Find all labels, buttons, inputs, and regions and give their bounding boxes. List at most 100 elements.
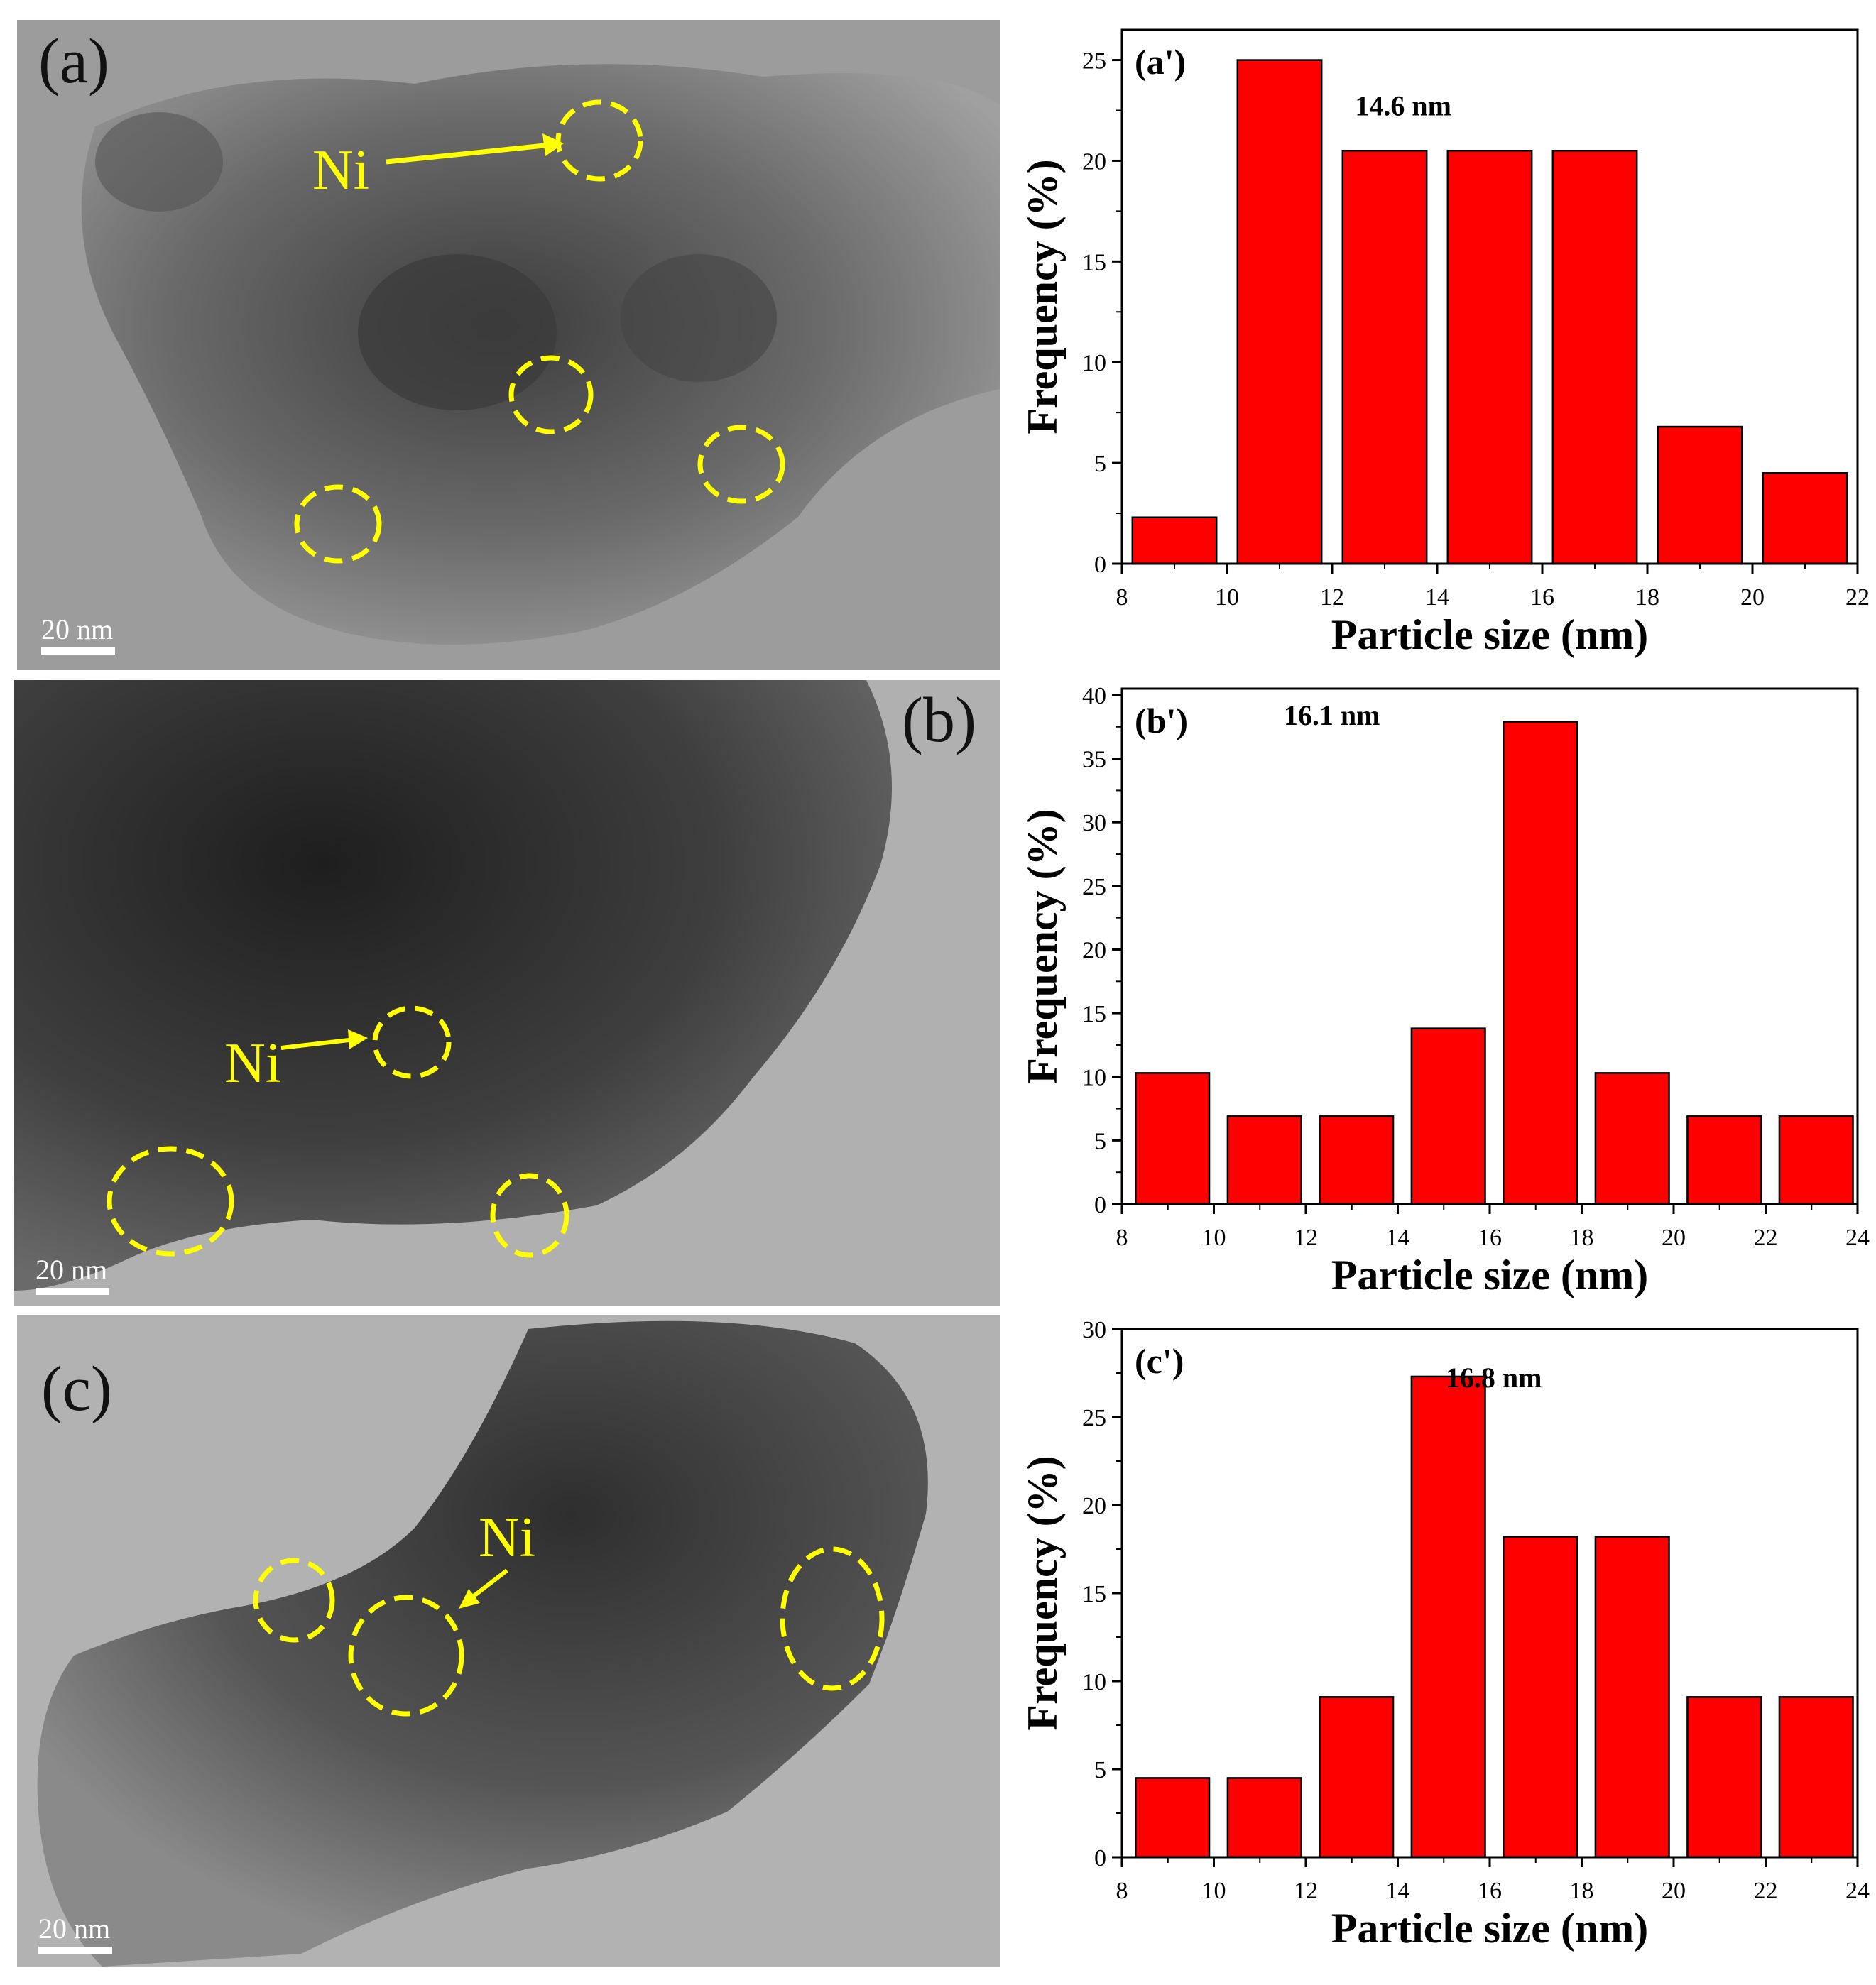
ni-label: Ni: [224, 1032, 281, 1095]
x-tick-label: 16: [1478, 1225, 1502, 1251]
tem-image-c: Ni (c) 20 nm: [17, 1315, 1000, 1967]
ni-arrow-line: [386, 142, 552, 165]
histogram-bar: [1410, 1027, 1486, 1205]
x-tick-label: 14: [1386, 1225, 1410, 1251]
y-axis-label: Frequency (%): [1019, 159, 1066, 434]
particle-aggregate: [14, 680, 892, 1291]
y-tick-label: 15: [1082, 249, 1106, 275]
histogram-bar: [1135, 1072, 1211, 1205]
x-tick-label: 12: [1294, 1878, 1318, 1904]
ni-circle: [490, 1173, 569, 1258]
histogram-b: 8 10 12 14 16 18 20 22 24 0 5 10 15 20 25 30 35 40 Particl…: [1008, 670, 1876, 1312]
y-tick-label: 5: [1094, 451, 1106, 477]
x-tick-label: 18: [1570, 1878, 1594, 1904]
y-tick-label: 20: [1082, 937, 1106, 963]
x-tick-label: 12: [1294, 1225, 1318, 1251]
y-axis-label: Frequency (%): [1019, 1455, 1066, 1730]
histogram-bar: [1686, 1696, 1762, 1859]
histogram-bar: [1778, 1115, 1854, 1205]
x-axis-label: Particle size (nm): [1331, 1905, 1648, 1952]
y-tick-label: 5: [1094, 1128, 1106, 1154]
y-tick-label: 0: [1094, 552, 1106, 578]
histogram-bar: [1319, 1696, 1395, 1859]
y-tick-label: 25: [1082, 48, 1106, 75]
y-tick-label: 25: [1082, 874, 1106, 900]
ni-circle: [780, 1546, 885, 1691]
panel-label: (c'): [1135, 1341, 1184, 1381]
scale-bar-text: 20 nm: [36, 1254, 107, 1286]
histogram-bar: [1657, 425, 1743, 565]
ni-circle: [107, 1146, 234, 1257]
x-tick-label: 8: [1116, 584, 1128, 611]
ni-circle: [348, 1595, 464, 1717]
x-tick-label: 24: [1845, 1878, 1870, 1904]
histogram-bar: [1341, 150, 1428, 565]
panel-label: (a'): [1135, 42, 1186, 82]
tem-image-b: Ni (b) 20 nm: [14, 680, 1000, 1306]
dark-region: [358, 254, 557, 410]
histogram-bar: [1236, 59, 1323, 565]
y-tick-label: 20: [1082, 148, 1106, 175]
histogram-bar: [1135, 1777, 1211, 1859]
ni-circle: [508, 355, 594, 434]
y-tick-label: 10: [1082, 350, 1106, 376]
tem-image-a: Ni (a) 20 nm: [17, 20, 1000, 670]
ni-circle: [555, 99, 643, 182]
x-tick-label: 22: [1845, 584, 1870, 611]
histogram-bar: [1762, 472, 1848, 565]
histogram-bar: [1226, 1777, 1302, 1859]
ni-label: Ni: [312, 139, 369, 202]
x-tick-label: 12: [1320, 584, 1344, 611]
histogram-bar: [1686, 1115, 1762, 1205]
y-tick-label: 40: [1082, 683, 1106, 709]
histogram-a: 8 10 12 14 16 18 20 22 0 5 10 15 20 25 Particle size (…: [1008, 0, 1876, 670]
scale-bar-text: 20 nm: [38, 1913, 110, 1945]
ni-arrow-line: [469, 1568, 508, 1601]
x-tick-label: 24: [1845, 1225, 1870, 1251]
histogram-svg: 8 10 12 14 16 18 20 22 24 0 5 10 15 20 25 30 Particle si…: [1019, 1317, 1870, 1952]
y-tick-label: 10: [1082, 1669, 1106, 1695]
ni-arrow-head: [542, 133, 564, 156]
histogram-bar: [1131, 516, 1218, 565]
x-axis-label: Particle size (nm): [1331, 611, 1648, 658]
x-tick-label: 14: [1425, 584, 1449, 611]
dark-region: [621, 254, 777, 382]
y-tick-label: 10: [1082, 1065, 1106, 1091]
x-tick-label: 16: [1478, 1878, 1502, 1904]
x-tick-label: 18: [1635, 584, 1659, 611]
y-tick-label: 5: [1094, 1757, 1106, 1783]
tem-panel-b: Ni (b) 20 nm: [14, 680, 1000, 1306]
x-tick-label: 20: [1662, 1878, 1686, 1904]
y-tick-label: 15: [1082, 1001, 1106, 1027]
histogram-bar: [1594, 1072, 1670, 1205]
panel-label-a: (a): [38, 26, 109, 97]
x-tick-label: 8: [1116, 1225, 1128, 1251]
y-tick-label: 25: [1082, 1405, 1106, 1431]
ni-arrow-head: [348, 1029, 368, 1049]
y-tick-label: 35: [1082, 747, 1106, 773]
tem-panel-c: Ni (c) 20 nm: [17, 1315, 1000, 1967]
scale-bar: [38, 1947, 112, 1954]
histogram-bar: [1226, 1115, 1302, 1205]
x-tick-label: 18: [1570, 1225, 1594, 1251]
histogram-bar: [1551, 150, 1638, 565]
scale-bar-text: 20 nm: [41, 613, 113, 645]
histogram-svg: 8 10 12 14 16 18 20 22 0 5 10 15 20 25 Particle size (…: [1019, 28, 1870, 658]
ni-arrow-line: [280, 1037, 356, 1050]
ni-circle: [253, 1558, 335, 1643]
histogram-bar: [1319, 1115, 1395, 1205]
y-axis-label: Frequency (%): [1019, 809, 1066, 1083]
scale-bar: [36, 1288, 109, 1295]
panel-label-c: (c): [41, 1354, 112, 1424]
histogram-c: 8 10 12 14 16 18 20 22 24 0 5 10 15 20 25 30 Particle si…: [1008, 1312, 1876, 1981]
ni-circle: [697, 425, 785, 504]
y-tick-label: 20: [1082, 1493, 1106, 1519]
histogram-bar: [1503, 721, 1578, 1205]
y-tick-label: 30: [1082, 810, 1106, 836]
x-tick-label: 22: [1754, 1225, 1778, 1251]
y-tick-label: 30: [1082, 1317, 1106, 1343]
histogram-bar: [1778, 1696, 1854, 1859]
panel-label-b: (b): [902, 685, 976, 755]
tem-panel-a: Ni (a) 20 nm: [17, 20, 1000, 670]
x-axis-label: Particle size (nm): [1331, 1252, 1648, 1298]
